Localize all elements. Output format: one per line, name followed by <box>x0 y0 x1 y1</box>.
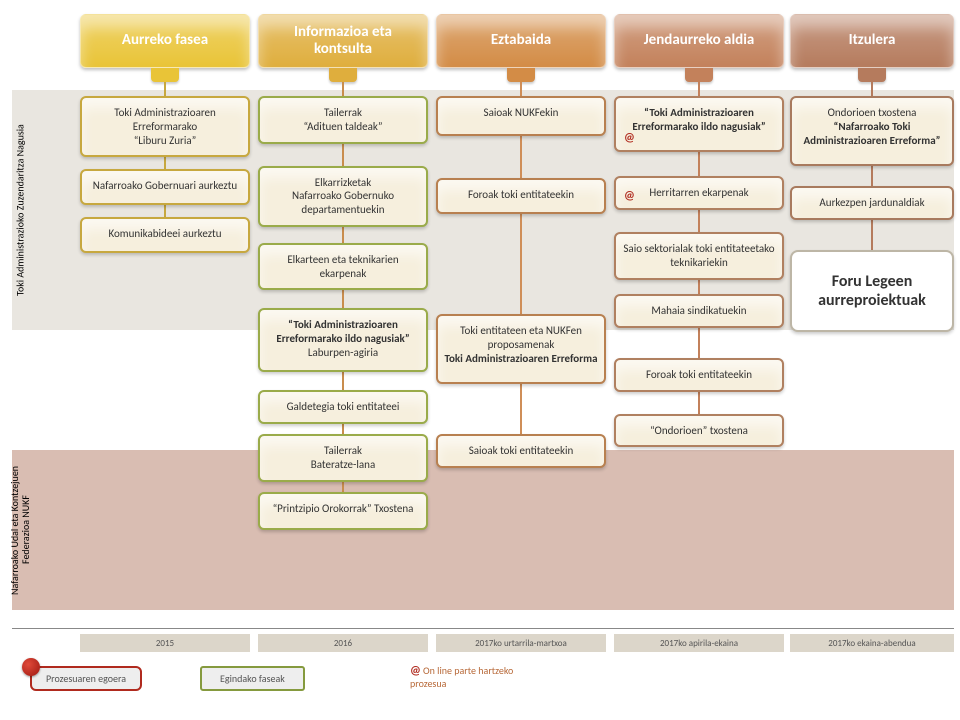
flow-node: Aurkezpen jardunaldiak <box>790 186 954 220</box>
connector <box>520 82 522 96</box>
connector <box>342 227 344 243</box>
flow-node: Saioak NUKFekin <box>436 96 606 136</box>
connector <box>871 166 873 186</box>
header-stem <box>151 68 179 82</box>
timeline-cell: 2017ko apirila-ekaina <box>614 634 784 652</box>
column-header: Jendaurreko aldia <box>614 14 784 68</box>
flow-node: “Toki Administrazioaren Erreformarako il… <box>258 308 428 372</box>
connector <box>698 328 700 358</box>
connector <box>698 280 700 294</box>
flow-node: Ondorioen txostena“Nafarroako Toki Admin… <box>790 96 954 166</box>
legend-online-text: On line parte hartzekoprozesua <box>410 664 513 690</box>
timeline-cell: 2015 <box>80 634 250 652</box>
flow-node: TailerrakBateratze-lana <box>258 434 428 482</box>
flow-node: Saioak toki entitateekin <box>436 434 606 468</box>
connector <box>520 384 522 434</box>
flow-node: Tailerrak“Adituen taldeak” <box>258 96 428 144</box>
column-3: Jendaurreko aldia “Toki Administrazioaren… <box>614 14 784 447</box>
flow-node: Toki entitateen eta NUKFen proposamenakT… <box>436 314 606 384</box>
flow-node: Komunikabideei aurkeztu <box>80 217 250 253</box>
connector <box>871 220 873 250</box>
connector <box>164 157 166 169</box>
header-stem <box>329 68 357 82</box>
flow-node: “Ondorioen” txostena <box>614 414 784 448</box>
header-stem <box>507 68 535 82</box>
column-1: Informazioa eta kontsulta Tailerrak“Aditu… <box>258 14 428 530</box>
column-header: Informazioa eta kontsulta <box>258 14 428 68</box>
connector <box>698 152 700 176</box>
timeline-cell: 2017ko ekaina-abendua <box>790 634 954 652</box>
connector <box>342 290 344 308</box>
connector <box>342 82 344 96</box>
flow-node: Saio sektorialak toki entitateetako tekn… <box>614 232 784 280</box>
column-header: Aurreko fasea <box>80 14 250 68</box>
timeline-line <box>12 628 954 629</box>
flow-node: Herritarren ekarpenak@ <box>614 176 784 210</box>
connector <box>164 205 166 217</box>
flow-node: Nafarroako Gobernuari aurkeztu <box>80 169 250 205</box>
connector <box>520 214 522 314</box>
flow-node: Toki Administrazioaren Erreformarako“Lib… <box>80 96 250 157</box>
legend-done-phases: Egindako faseak <box>200 666 305 691</box>
connector <box>698 392 700 414</box>
connector <box>698 210 700 232</box>
legend-dot-icon <box>22 658 40 676</box>
column-2: Eztabaida Saioak NUKFekin Foroak toki enti… <box>436 14 606 468</box>
connector <box>342 372 344 390</box>
flow-node: “Printzipio Orokorrak” Txostena <box>258 492 428 530</box>
header-stem <box>858 68 886 82</box>
row-label-bottom: Nafarroako Udal eta Kontzejuen Federazio… <box>0 460 50 600</box>
connector <box>698 82 700 96</box>
column-0: Aurreko fasea Toki Administrazioaren Erre… <box>80 14 250 253</box>
at-icon: @ <box>410 664 421 678</box>
timeline-cell: 2016 <box>258 634 428 652</box>
column-header: Itzulera <box>790 14 954 68</box>
flow-node: Mahaia sindikatuekin <box>614 294 784 328</box>
header-stem <box>685 68 713 82</box>
band-bottom <box>12 450 954 610</box>
legend-process-state: Prozesuaren egoera <box>30 666 142 691</box>
big-output-node: Foru Legeen aurreproiektuak <box>790 250 954 332</box>
column-header: Eztabaida <box>436 14 606 68</box>
at-icon: @ <box>624 131 635 146</box>
connector <box>520 136 522 178</box>
flow-node: ElkarrizketakNafarroako Gobernuko depart… <box>258 166 428 227</box>
connector <box>342 424 344 434</box>
connector <box>164 82 166 96</box>
flow-node: Foroak toki entitateekin <box>614 358 784 392</box>
flow-node: Foroak toki entitateekin <box>436 178 606 214</box>
connector <box>342 482 344 492</box>
column-4: Itzulera Ondorioen txostena“Nafarroako To… <box>790 14 954 332</box>
connector <box>342 144 344 166</box>
flow-node: Elkarteen eta teknikarien ekarpenak <box>258 243 428 291</box>
connector <box>871 82 873 96</box>
legend-online: @ On line parte hartzekoprozesua <box>410 664 513 690</box>
timeline-cell: 2017ko urtarrila-martxoa <box>436 634 606 652</box>
flow-node: Galdetegia toki entitateei <box>258 390 428 424</box>
at-icon: @ <box>624 189 635 204</box>
flow-node: “Toki Administrazioaren Erreformarako il… <box>614 96 784 152</box>
row-label-top: Toki Administrazioko Zuzendaritza Nagusi… <box>0 100 50 320</box>
